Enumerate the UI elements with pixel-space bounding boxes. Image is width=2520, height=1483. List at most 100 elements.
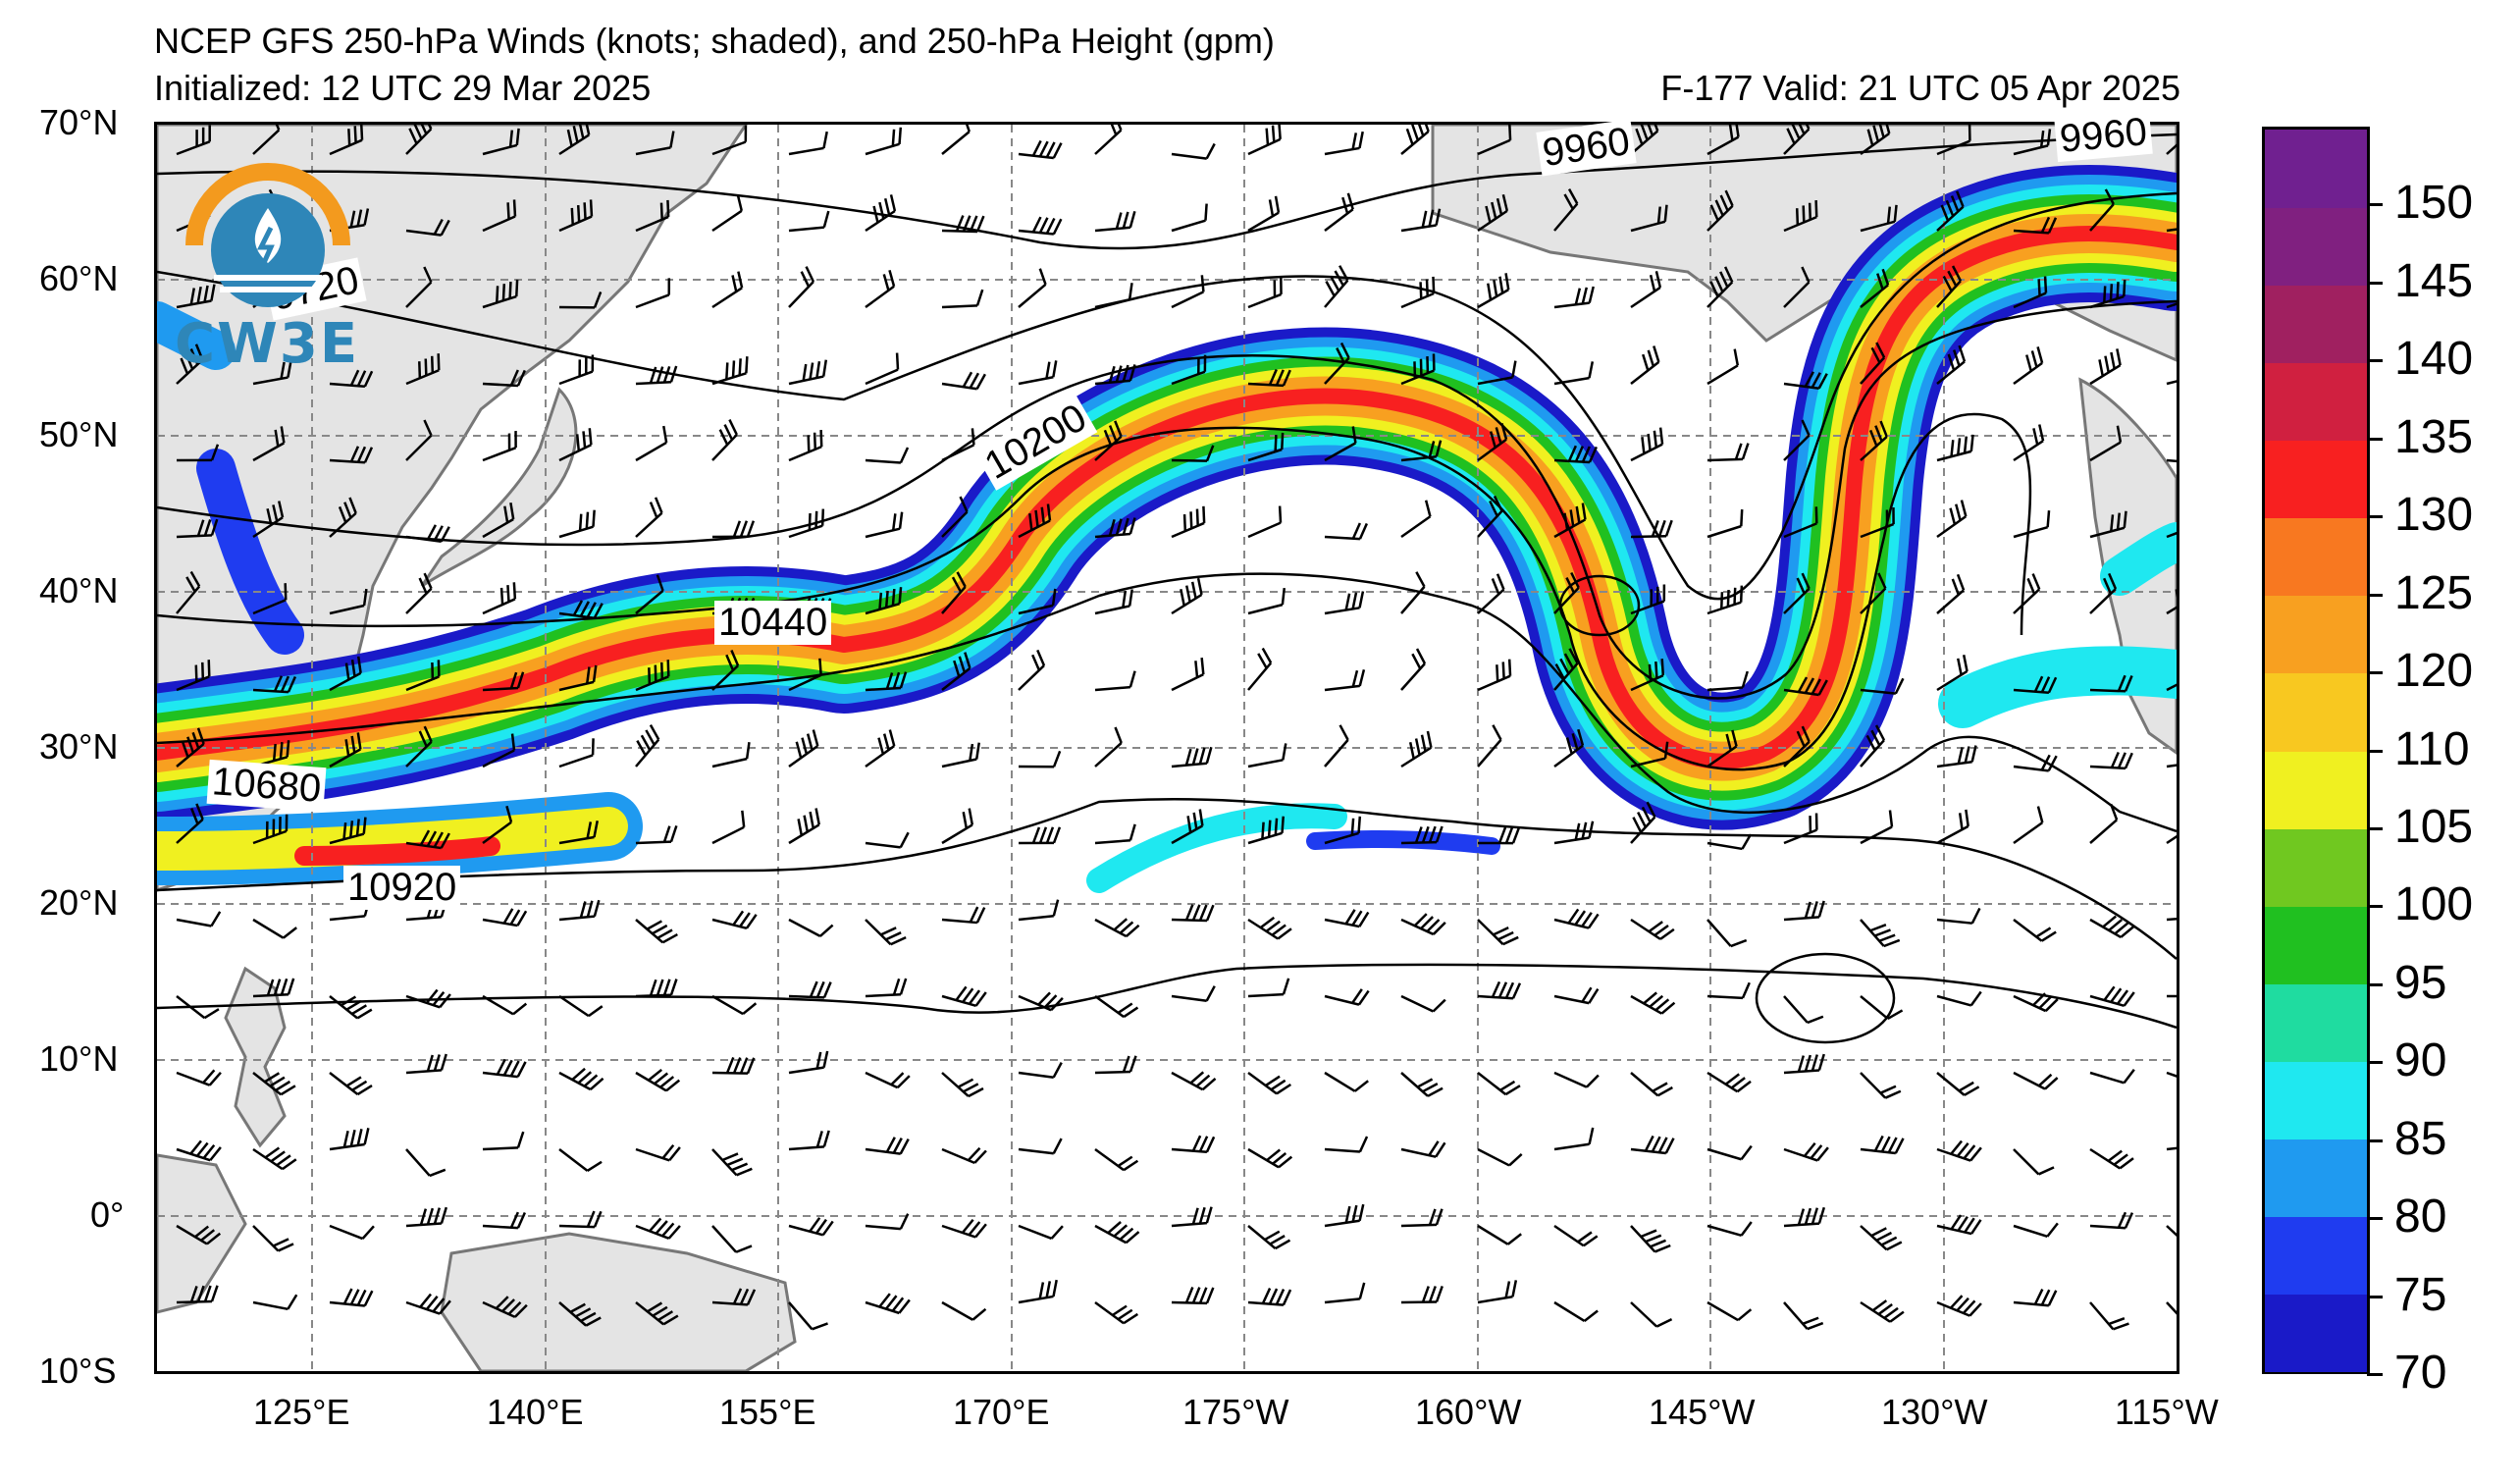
wind-barb bbox=[788, 658, 822, 692]
wind-barb bbox=[1247, 743, 1287, 768]
wind-barb bbox=[1553, 908, 1600, 929]
contour-line bbox=[157, 299, 2177, 700]
wind-barb bbox=[405, 419, 433, 461]
wind-barb bbox=[1018, 216, 1063, 236]
wind-barb bbox=[1477, 826, 1521, 845]
wind-barb bbox=[788, 1301, 828, 1331]
wind-barb bbox=[1171, 354, 1207, 386]
wind-barb bbox=[1477, 1147, 1523, 1167]
wind-barb bbox=[1936, 809, 1969, 845]
wind-barb bbox=[1094, 823, 1136, 845]
init-time: Initialized: 12 UTC 29 Mar 2025 bbox=[154, 68, 652, 108]
wind-barb bbox=[2166, 294, 2177, 309]
contour-line bbox=[157, 191, 2177, 601]
wind-barb bbox=[2013, 1071, 2059, 1090]
wind-barb bbox=[1706, 266, 1734, 308]
wind-barb bbox=[1783, 572, 1811, 614]
wind-barb bbox=[711, 810, 746, 845]
wind-barb bbox=[1247, 125, 1282, 156]
wind-barb bbox=[1630, 204, 1668, 233]
colorbar-segment bbox=[2265, 1293, 2367, 1372]
wind-barb bbox=[1018, 991, 1064, 1012]
wind-barb bbox=[176, 518, 219, 539]
map-title: NCEP GFS 250-hPa Winds (knots; shaded), … bbox=[154, 21, 1275, 61]
contour-label: 10440 bbox=[714, 601, 832, 645]
colorbar-label: 150 bbox=[2394, 177, 2474, 230]
wind-barb bbox=[405, 266, 433, 308]
wind-barb bbox=[788, 729, 819, 768]
wind-barb bbox=[558, 125, 591, 156]
wind-barb bbox=[558, 428, 593, 462]
wind-barb bbox=[1630, 270, 1662, 309]
wind-barb bbox=[176, 727, 205, 768]
wind-barb bbox=[1783, 125, 1811, 155]
wind-barb bbox=[2089, 1147, 2134, 1170]
wind-barb bbox=[635, 278, 671, 309]
wind-barb bbox=[1630, 659, 1665, 692]
wind-barb bbox=[635, 919, 678, 944]
wind-barb bbox=[1630, 427, 1664, 462]
wind-barb bbox=[1936, 573, 1966, 614]
wind-barb bbox=[1553, 1300, 1599, 1323]
colorbar-tick bbox=[2367, 905, 2383, 909]
wind-barb bbox=[405, 1206, 448, 1228]
wind-barb bbox=[1936, 1214, 1982, 1236]
colorbar-label: 110 bbox=[2394, 722, 2470, 775]
wind-barb bbox=[1400, 208, 1442, 233]
colorbar-tick bbox=[2367, 671, 2383, 675]
wind-barb bbox=[558, 1210, 603, 1229]
wind-barb bbox=[1706, 981, 1751, 1000]
wind-barb bbox=[788, 918, 834, 937]
wind-barb bbox=[1860, 420, 1888, 461]
wind-barb bbox=[1553, 188, 1579, 232]
map-panel[interactable] bbox=[154, 122, 2179, 1374]
colorbar-segment bbox=[2265, 440, 2367, 519]
wind-barb bbox=[1171, 1071, 1217, 1091]
wind-barb bbox=[329, 817, 367, 845]
wind-barb bbox=[558, 664, 598, 692]
wind-barb bbox=[1860, 995, 1904, 1021]
wind-barb bbox=[1860, 1299, 1905, 1323]
wind-barb bbox=[2166, 225, 2177, 233]
wind-barb bbox=[1400, 1140, 1446, 1158]
colorbar-tick bbox=[2367, 437, 2383, 441]
wind-barb bbox=[1324, 1071, 1369, 1092]
wind-barb bbox=[1783, 1053, 1825, 1075]
wind-barb bbox=[1553, 1127, 1595, 1151]
wind-barb bbox=[2013, 276, 2048, 309]
wind-barb bbox=[2013, 919, 2057, 942]
wind-barb bbox=[2013, 216, 2058, 235]
wind-barb bbox=[1553, 445, 1598, 464]
wind-barb bbox=[1706, 585, 1744, 615]
wind-barb bbox=[558, 600, 604, 620]
wind-barb bbox=[2166, 374, 2177, 386]
wind-barb bbox=[711, 910, 758, 930]
wind-barb bbox=[1324, 988, 1370, 1006]
wind-barb bbox=[482, 733, 516, 768]
wind-barb bbox=[865, 511, 904, 539]
colorbar-tick bbox=[2367, 593, 2383, 597]
wind-barb bbox=[1400, 913, 1446, 936]
wind-barb bbox=[405, 660, 441, 692]
wind-barb bbox=[1783, 725, 1811, 768]
wind-barb bbox=[865, 1071, 911, 1089]
wind-barb bbox=[1094, 994, 1139, 1019]
wind-barb bbox=[1783, 995, 1824, 1025]
wind-barb bbox=[1094, 125, 1123, 155]
wind-barb bbox=[1171, 1287, 1215, 1305]
wind-barb bbox=[1706, 670, 1749, 692]
contour-label: 9960 bbox=[2054, 109, 2153, 163]
wind-barb bbox=[2089, 425, 2123, 462]
wind-barb bbox=[1553, 571, 1580, 614]
wind-barb bbox=[941, 652, 971, 691]
wind-barb bbox=[1247, 432, 1285, 462]
wind-barb bbox=[1400, 1285, 1444, 1304]
wind-barb bbox=[941, 985, 987, 1008]
wind-barb bbox=[788, 210, 830, 233]
wind-barb bbox=[558, 899, 601, 922]
wind-barb bbox=[2013, 1289, 2058, 1307]
wind-barb bbox=[1860, 204, 1898, 233]
wind-barb bbox=[711, 1056, 756, 1075]
wind-barb bbox=[1860, 268, 1890, 308]
wind-barb bbox=[1400, 1208, 1444, 1228]
